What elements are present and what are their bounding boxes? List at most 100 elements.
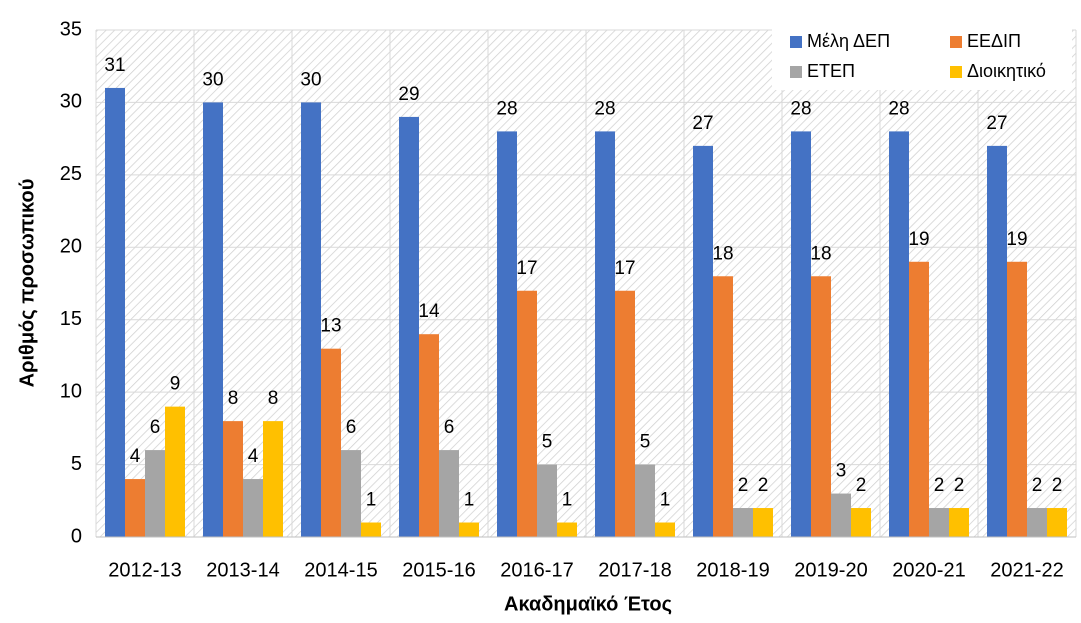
data-label: 28 — [594, 98, 615, 119]
bar — [693, 145, 713, 537]
x-tick-label: 2012-13 — [108, 559, 181, 581]
bar — [517, 290, 537, 537]
bar — [203, 102, 223, 537]
data-label: 19 — [1006, 229, 1027, 250]
y-tick-label: 30 — [60, 91, 82, 113]
data-label: 5 — [640, 432, 651, 453]
data-label: 28 — [888, 98, 909, 119]
data-label: 2 — [954, 475, 965, 496]
data-label: 6 — [444, 417, 455, 438]
bar — [949, 508, 969, 537]
data-label: 17 — [516, 258, 537, 279]
data-label: 1 — [464, 490, 475, 511]
bar — [1027, 508, 1047, 537]
bar — [419, 334, 439, 537]
legend-swatch — [790, 66, 802, 78]
data-label: 18 — [810, 243, 831, 264]
bar — [655, 522, 675, 537]
data-label: 6 — [150, 417, 161, 438]
bar — [635, 464, 655, 537]
data-label: 8 — [268, 388, 279, 409]
bar — [753, 508, 773, 537]
bar — [889, 131, 909, 537]
bar — [713, 276, 733, 537]
data-label: 18 — [712, 243, 733, 264]
data-label: 1 — [366, 490, 377, 511]
data-label: 4 — [130, 446, 141, 467]
bar — [851, 508, 871, 537]
x-tick-label: 2015-16 — [402, 559, 475, 581]
bar — [831, 493, 851, 537]
x-tick-label: 2013-14 — [206, 559, 279, 581]
y-tick-label: 25 — [60, 163, 82, 185]
bar — [811, 276, 831, 537]
bar — [537, 464, 557, 537]
data-label: 14 — [418, 301, 440, 322]
data-label: 19 — [908, 229, 929, 250]
data-label: 30 — [300, 69, 321, 90]
bar — [125, 479, 145, 537]
x-tick-label: 2019-20 — [794, 559, 867, 581]
data-label: 17 — [614, 258, 635, 279]
data-label: 28 — [790, 98, 811, 119]
bar — [341, 450, 361, 537]
bar — [301, 102, 321, 537]
bar — [929, 508, 949, 537]
bar — [165, 406, 185, 537]
bar — [243, 479, 263, 537]
bar — [459, 522, 479, 537]
legend-label: Μέλη ΔΕΠ — [807, 31, 890, 51]
data-label: 2 — [1052, 475, 1063, 496]
data-label: 6 — [346, 417, 357, 438]
y-tick-label: 10 — [60, 380, 82, 402]
data-label: 30 — [202, 69, 223, 90]
bar — [733, 508, 753, 537]
legend-swatch — [950, 36, 962, 48]
bar — [439, 450, 459, 537]
data-label: 3 — [836, 461, 847, 482]
bar — [557, 522, 577, 537]
data-label: 1 — [562, 490, 573, 511]
x-tick-label: 2016-17 — [500, 559, 573, 581]
data-label: 2 — [738, 475, 749, 496]
bar — [595, 131, 615, 537]
x-tick-label: 2021-22 — [990, 559, 1063, 581]
x-axis-title: Ακαδημαϊκό Έτος — [504, 593, 672, 615]
data-label: 28 — [496, 98, 517, 119]
x-tick-label: 2014-15 — [304, 559, 377, 581]
data-label: 2 — [856, 475, 867, 496]
y-tick-label: 20 — [60, 236, 82, 258]
data-label: 27 — [986, 113, 1007, 134]
x-tick-label: 2018-19 — [696, 559, 769, 581]
data-label: 5 — [542, 432, 553, 453]
y-tick-label: 5 — [71, 453, 82, 475]
bar — [1007, 261, 1027, 537]
bar — [105, 87, 125, 537]
bar — [399, 116, 419, 538]
x-tick-label: 2017-18 — [598, 559, 671, 581]
bar — [145, 450, 165, 537]
y-tick-label: 0 — [71, 525, 82, 547]
bar — [1047, 508, 1067, 537]
legend-label: Διοικητικό — [967, 61, 1046, 81]
data-label: 27 — [692, 113, 713, 134]
legend-background — [772, 28, 1072, 90]
y-tick-label: 35 — [60, 18, 82, 40]
data-label: 13 — [320, 316, 341, 337]
x-tick-label: 2020-21 — [892, 559, 965, 581]
bar — [321, 348, 341, 537]
bar — [909, 261, 929, 537]
bar — [263, 421, 283, 537]
legend-label: ΕΕΔΙΠ — [967, 31, 1021, 51]
bar — [791, 131, 811, 537]
y-axis-title: Αριθμός προσωπικού — [16, 179, 38, 388]
legend-swatch — [790, 36, 802, 48]
data-label: 9 — [170, 374, 181, 395]
data-label: 31 — [104, 55, 125, 76]
legend-label: ΕΤΕΠ — [807, 61, 855, 81]
data-label: 2 — [934, 475, 945, 496]
y-tick-label: 15 — [60, 308, 82, 330]
legend-swatch — [950, 66, 962, 78]
bar — [497, 131, 517, 537]
